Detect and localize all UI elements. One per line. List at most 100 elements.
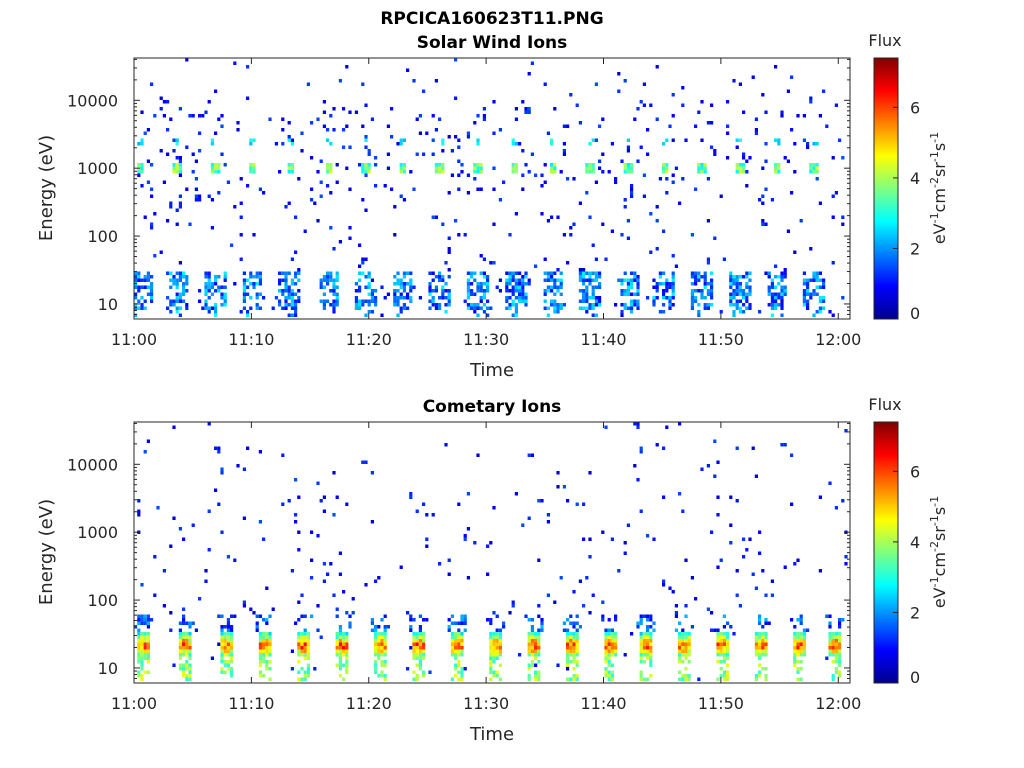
heatmap-cell — [377, 656, 381, 660]
heatmap-cell — [207, 509, 211, 513]
heatmap-cell — [662, 271, 666, 275]
heatmap-cell — [178, 653, 182, 657]
heatmap-cell — [508, 306, 512, 310]
heatmap-cell — [447, 625, 451, 629]
heatmap-cell — [431, 296, 435, 300]
heatmap-cell — [690, 282, 694, 286]
heatmap-cell — [226, 642, 230, 646]
heatmap-cell — [460, 667, 464, 671]
heatmap-cell — [530, 625, 534, 629]
heatmap-cell — [479, 271, 483, 275]
heatmap-cell — [322, 275, 326, 279]
heatmap-cell — [514, 117, 518, 121]
heatmap-cell — [258, 670, 262, 674]
heatmap-cell — [524, 107, 528, 111]
heatmap-cell — [617, 89, 621, 93]
heatmap-cell — [137, 142, 141, 146]
heatmap-cell — [348, 187, 352, 191]
heatmap-cell — [418, 663, 422, 667]
heatmap-cell — [732, 79, 736, 83]
heatmap-cell — [268, 646, 272, 650]
heatmap-cell — [802, 282, 806, 286]
heatmap-cell — [246, 313, 250, 317]
heatmap-cell — [518, 271, 522, 275]
heatmap-cell — [588, 555, 592, 559]
heatmap-cell — [489, 649, 493, 653]
heatmap-cell — [412, 285, 416, 289]
heatmap-cell — [790, 618, 794, 622]
heatmap-cell — [335, 163, 339, 167]
heatmap-cell — [806, 299, 810, 303]
heatmap-cell — [530, 649, 534, 653]
heatmap-cell — [140, 614, 144, 618]
heatmap-cell — [742, 152, 746, 156]
heatmap-cell — [684, 604, 688, 608]
heatmap-cell — [758, 635, 762, 639]
heatmap-cell — [479, 170, 483, 174]
heatmap-cell — [543, 180, 547, 184]
heatmap-cell — [377, 639, 381, 643]
heatmap-cell — [639, 642, 643, 646]
heatmap-cell — [543, 163, 547, 167]
heatmap-cell — [646, 677, 650, 681]
heatmap-cell — [463, 621, 467, 625]
heatmap-cell — [729, 303, 733, 307]
heatmap-cell — [220, 296, 224, 300]
heatmap-cell — [178, 306, 182, 310]
heatmap-cell — [690, 576, 694, 580]
heatmap-cell — [377, 576, 381, 580]
heatmap-cell — [412, 187, 416, 191]
heatmap-cell — [761, 166, 765, 170]
heatmap-cell — [508, 233, 512, 237]
heatmap-cell — [495, 642, 499, 646]
heatmap-cell — [703, 296, 707, 300]
heatmap-cell — [511, 285, 515, 289]
heatmap-cell — [409, 628, 413, 632]
heatmap-cell — [508, 303, 512, 307]
heatmap-cell — [454, 96, 458, 100]
heatmap-cell — [137, 646, 141, 650]
heatmap-cell — [620, 292, 624, 296]
heatmap-cell — [799, 621, 803, 625]
heatmap-cell — [364, 145, 368, 149]
heatmap-cell — [636, 625, 640, 629]
heatmap-cell — [255, 621, 259, 625]
heatmap-cell — [230, 642, 234, 646]
heatmap-cell — [364, 138, 368, 142]
heatmap-cell — [345, 611, 349, 615]
heatmap-cell — [220, 614, 224, 618]
heatmap-cell — [297, 299, 301, 303]
heatmap-cell — [681, 177, 685, 181]
heatmap-cell — [796, 649, 800, 653]
heatmap-cell — [358, 306, 362, 310]
heatmap-cell — [831, 653, 835, 657]
heatmap-cell — [374, 653, 378, 657]
heatmap-cell — [178, 642, 182, 646]
heatmap-cell — [441, 275, 445, 279]
heatmap-cell — [553, 278, 557, 282]
heatmap-cell — [370, 296, 374, 300]
heatmap-cell — [713, 474, 717, 478]
heatmap-cell — [412, 656, 416, 660]
heatmap-cell — [818, 299, 822, 303]
heatmap-cell — [610, 142, 614, 146]
heatmap-cell — [258, 278, 262, 282]
heatmap-cell — [476, 282, 480, 286]
heatmap-cell — [745, 282, 749, 286]
heatmap-cell — [534, 663, 538, 667]
heatmap-cell — [153, 593, 157, 597]
heatmap-cell — [828, 310, 832, 314]
heatmap-cell — [457, 138, 461, 142]
heatmap-cell — [559, 292, 563, 296]
heatmap-cell — [182, 667, 186, 671]
heatmap-cell — [793, 639, 797, 643]
heatmap-cell — [566, 632, 570, 636]
heatmap-cell — [774, 170, 778, 174]
colorbar — [873, 57, 899, 320]
heatmap-cell — [742, 275, 746, 279]
heatmap-cell — [806, 306, 810, 310]
heatmap-cell — [143, 285, 147, 289]
heatmap-cell — [783, 285, 787, 289]
heatmap-cell — [703, 282, 707, 286]
heatmap-cell — [822, 278, 826, 282]
